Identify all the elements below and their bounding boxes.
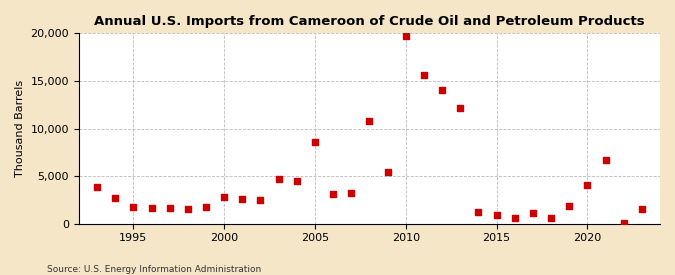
Title: Annual U.S. Imports from Cameroon of Crude Oil and Petroleum Products: Annual U.S. Imports from Cameroon of Cru…: [94, 15, 645, 28]
Point: [364, 119, 375, 123]
Point: [146, 205, 157, 210]
Point: [237, 197, 248, 201]
Point: [382, 170, 393, 175]
Point: [255, 198, 266, 202]
Point: [273, 177, 284, 181]
Point: [346, 191, 356, 196]
Point: [618, 221, 629, 225]
Point: [491, 213, 502, 218]
Point: [437, 88, 448, 93]
Point: [182, 206, 193, 211]
Point: [473, 210, 484, 214]
Point: [637, 206, 647, 211]
Text: Source: U.S. Energy Information Administration: Source: U.S. Energy Information Administ…: [47, 265, 261, 274]
Point: [328, 192, 339, 196]
Point: [310, 140, 321, 144]
Point: [219, 195, 230, 199]
Point: [510, 216, 520, 220]
Point: [200, 204, 211, 209]
Point: [455, 105, 466, 110]
Point: [418, 73, 429, 78]
Point: [400, 34, 411, 39]
Point: [545, 216, 556, 220]
Y-axis label: Thousand Barrels: Thousand Barrels: [15, 80, 25, 177]
Point: [582, 183, 593, 187]
Point: [128, 204, 139, 209]
Point: [164, 205, 175, 210]
Point: [110, 196, 121, 200]
Point: [292, 179, 302, 183]
Point: [600, 158, 611, 162]
Point: [527, 211, 538, 216]
Point: [564, 204, 574, 208]
Point: [92, 185, 103, 189]
